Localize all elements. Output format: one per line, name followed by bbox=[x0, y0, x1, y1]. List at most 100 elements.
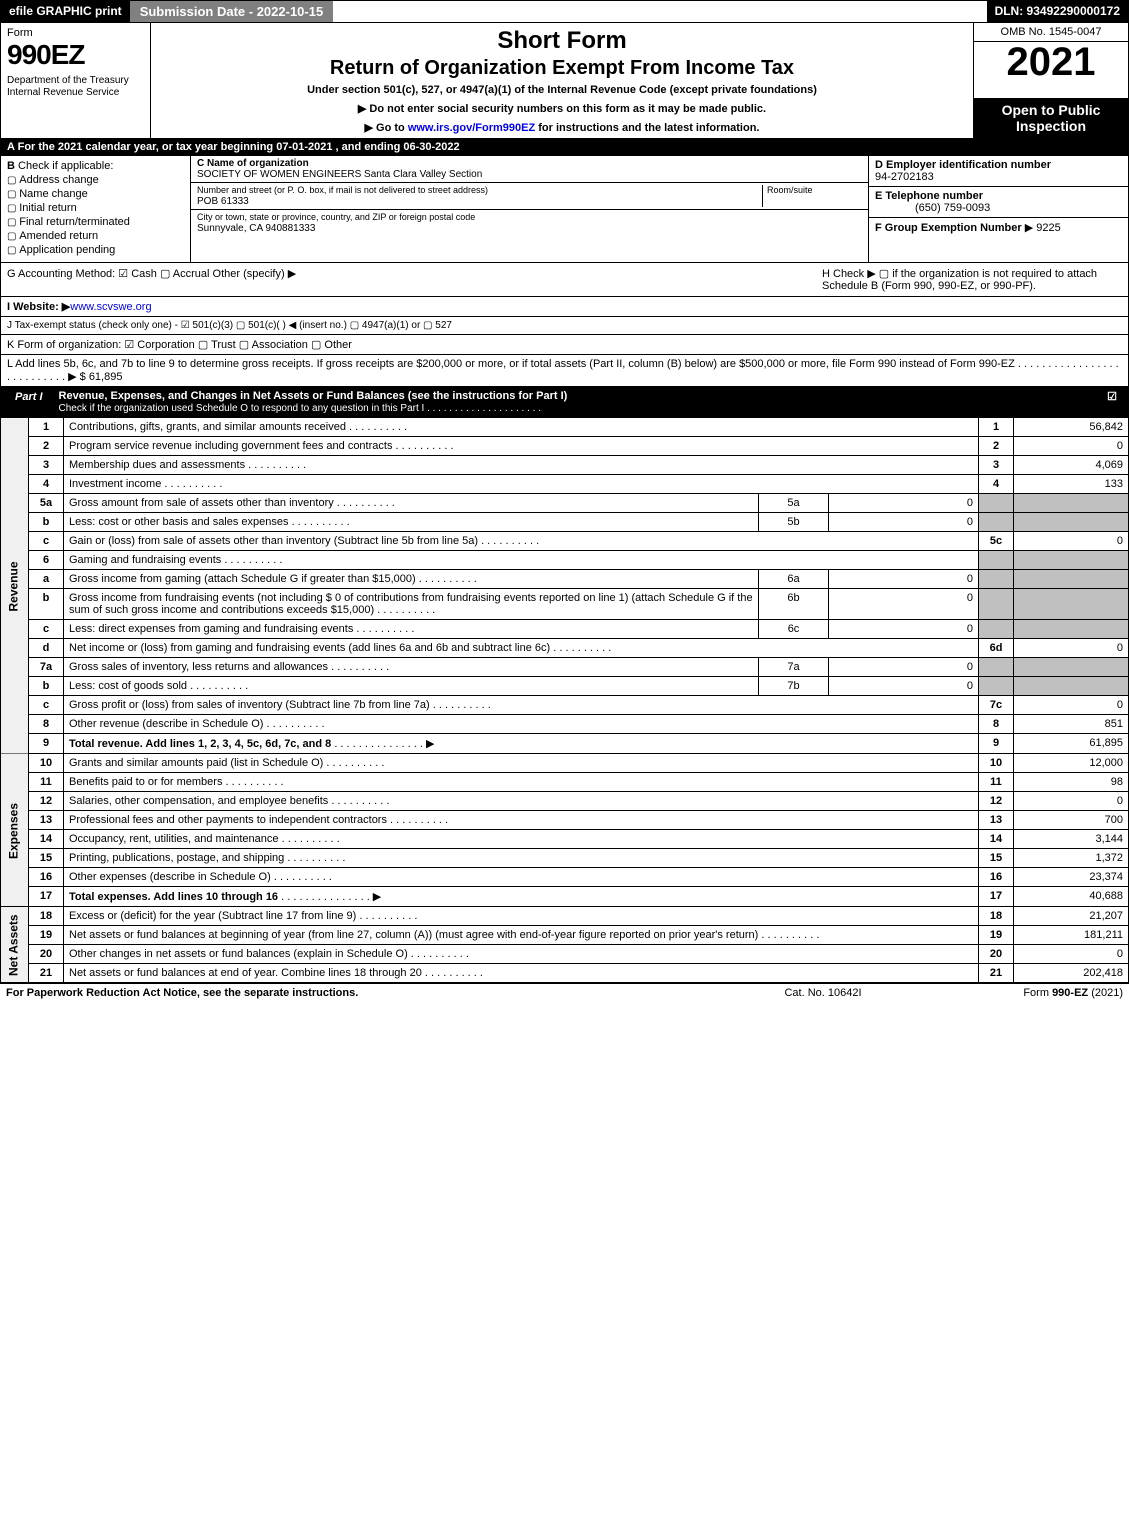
part-1-header: Part I Revenue, Expenses, and Changes in… bbox=[0, 387, 1129, 418]
line-description: Salaries, other compensation, and employ… bbox=[64, 792, 979, 811]
line-row: 4Investment income . . . . . . . . . .41… bbox=[1, 475, 1129, 494]
line-number: b bbox=[29, 677, 64, 696]
group-exemption-label: F Group Exemption Number bbox=[875, 222, 1022, 234]
line-number: c bbox=[29, 620, 64, 639]
grey-cell bbox=[1014, 513, 1129, 532]
city-value: Sunnyvale, CA 940881333 bbox=[197, 223, 315, 234]
line-number: 6 bbox=[29, 551, 64, 570]
grey-cell bbox=[979, 658, 1014, 677]
chk-final-return[interactable]: Final return/terminated bbox=[7, 216, 184, 228]
result-line-number: 20 bbox=[979, 945, 1014, 964]
part-1-checkbox[interactable]: ☑ bbox=[1102, 390, 1122, 414]
ein-value: 94-2702183 bbox=[875, 171, 934, 183]
line-number: a bbox=[29, 570, 64, 589]
result-line-number: 21 bbox=[979, 964, 1014, 983]
subline-number: 6b bbox=[759, 589, 829, 620]
form-title-center: Short Form Return of Organization Exempt… bbox=[151, 23, 973, 138]
chk-initial-return[interactable]: Initial return bbox=[7, 202, 184, 214]
efile-print-label[interactable]: efile GRAPHIC print bbox=[1, 1, 130, 22]
line-row: 14Occupancy, rent, utilities, and mainte… bbox=[1, 830, 1129, 849]
street-value: POB 61333 bbox=[197, 196, 249, 207]
line-number: 21 bbox=[29, 964, 64, 983]
website-link[interactable]: www.scvswe.org bbox=[70, 301, 151, 313]
line-row: 11Benefits paid to or for members . . . … bbox=[1, 773, 1129, 792]
website-label: I Website: ▶ bbox=[7, 301, 70, 313]
result-line-number: 1 bbox=[979, 418, 1014, 437]
amount-value: 61,895 bbox=[1014, 734, 1129, 754]
amount-value: 23,374 bbox=[1014, 868, 1129, 887]
line-number: 14 bbox=[29, 830, 64, 849]
amount-value: 0 bbox=[1014, 639, 1129, 658]
paperwork-notice: For Paperwork Reduction Act Notice, see … bbox=[6, 987, 723, 999]
grey-cell bbox=[1014, 570, 1129, 589]
line-number: 12 bbox=[29, 792, 64, 811]
grey-cell bbox=[979, 551, 1014, 570]
line-number: 18 bbox=[29, 907, 64, 926]
form-ref: Form 990-EZ (2021) bbox=[923, 987, 1123, 999]
line-row: bLess: cost or other basis and sales exp… bbox=[1, 513, 1129, 532]
dln-label: DLN: 93492290000172 bbox=[987, 1, 1128, 22]
result-line-number: 2 bbox=[979, 437, 1014, 456]
section-a-row: A For the 2021 calendar year, or tax yea… bbox=[0, 139, 1129, 156]
org-name: SOCIETY OF WOMEN ENGINEERS Santa Clara V… bbox=[197, 169, 482, 180]
amount-value: 0 bbox=[1014, 792, 1129, 811]
result-line-number: 18 bbox=[979, 907, 1014, 926]
subline-value: 0 bbox=[829, 513, 979, 532]
line-row: 16Other expenses (describe in Schedule O… bbox=[1, 868, 1129, 887]
chk-address-change[interactable]: Address change bbox=[7, 174, 184, 186]
line-description: Gross income from gaming (attach Schedul… bbox=[64, 570, 759, 589]
amount-value: 0 bbox=[1014, 437, 1129, 456]
line-row: Revenue1Contributions, gifts, grants, an… bbox=[1, 418, 1129, 437]
line-description: Membership dues and assessments . . . . … bbox=[64, 456, 979, 475]
section-c: C Name of organizationSOCIETY OF WOMEN E… bbox=[191, 156, 868, 262]
part-1-label: Part I bbox=[7, 390, 51, 414]
line-number: 19 bbox=[29, 926, 64, 945]
line-description: Gaming and fundraising events . . . . . … bbox=[64, 551, 979, 570]
subline-value: 0 bbox=[829, 658, 979, 677]
under-section-text: Under section 501(c), 527, or 4947(a)(1)… bbox=[159, 84, 965, 96]
phone-value: (650) 759-0093 bbox=[875, 202, 990, 214]
section-side-label: Net Assets bbox=[1, 907, 29, 983]
section-j: J Tax-exempt status (check only one) - ☑… bbox=[0, 317, 1129, 335]
line-row: 13Professional fees and other payments t… bbox=[1, 811, 1129, 830]
result-line-number: 19 bbox=[979, 926, 1014, 945]
amount-value: 12,000 bbox=[1014, 754, 1129, 773]
chk-application-pending[interactable]: Application pending bbox=[7, 244, 184, 256]
section-i: I Website: ▶www.scvswe.org bbox=[0, 297, 1129, 317]
chk-name-change[interactable]: Name change bbox=[7, 188, 184, 200]
chk-amended-return[interactable]: Amended return bbox=[7, 230, 184, 242]
amount-value: 181,211 bbox=[1014, 926, 1129, 945]
grey-cell bbox=[1014, 620, 1129, 639]
line-description: Less: direct expenses from gaming and fu… bbox=[64, 620, 759, 639]
line-description: Total revenue. Add lines 1, 2, 3, 4, 5c,… bbox=[64, 734, 979, 754]
form-identifier: Form 990EZ Department of the Treasury In… bbox=[1, 23, 151, 138]
line-number: 11 bbox=[29, 773, 64, 792]
amount-value: 133 bbox=[1014, 475, 1129, 494]
line-number: 16 bbox=[29, 868, 64, 887]
line-row: 6Gaming and fundraising events . . . . .… bbox=[1, 551, 1129, 570]
grey-cell bbox=[1014, 494, 1129, 513]
grey-cell bbox=[1014, 589, 1129, 620]
line-description: Gross amount from sale of assets other t… bbox=[64, 494, 759, 513]
result-line-number: 13 bbox=[979, 811, 1014, 830]
line-row: 7aGross sales of inventory, less returns… bbox=[1, 658, 1129, 677]
amount-value: 1,372 bbox=[1014, 849, 1129, 868]
section-a-text: For the 2021 calendar year, or tax year … bbox=[18, 141, 460, 153]
line-row: 19Net assets or fund balances at beginni… bbox=[1, 926, 1129, 945]
line-row: bLess: cost of goods sold . . . . . . . … bbox=[1, 677, 1129, 696]
subline-number: 5a bbox=[759, 494, 829, 513]
grey-cell bbox=[1014, 551, 1129, 570]
grey-cell bbox=[979, 494, 1014, 513]
line-number: d bbox=[29, 639, 64, 658]
line-row: 8Other revenue (describe in Schedule O) … bbox=[1, 715, 1129, 734]
amount-value: 202,418 bbox=[1014, 964, 1129, 983]
line-row: Expenses10Grants and similar amounts pai… bbox=[1, 754, 1129, 773]
tax-year: 2021 bbox=[974, 42, 1128, 82]
grey-cell bbox=[1014, 658, 1129, 677]
city-label: City or town, state or province, country… bbox=[197, 212, 475, 222]
line-description: Grants and similar amounts paid (list in… bbox=[64, 754, 979, 773]
line-number: 7a bbox=[29, 658, 64, 677]
irs-link[interactable]: www.irs.gov/Form990EZ bbox=[408, 122, 535, 134]
line-description: Gain or (loss) from sale of assets other… bbox=[64, 532, 979, 551]
line-number: 4 bbox=[29, 475, 64, 494]
